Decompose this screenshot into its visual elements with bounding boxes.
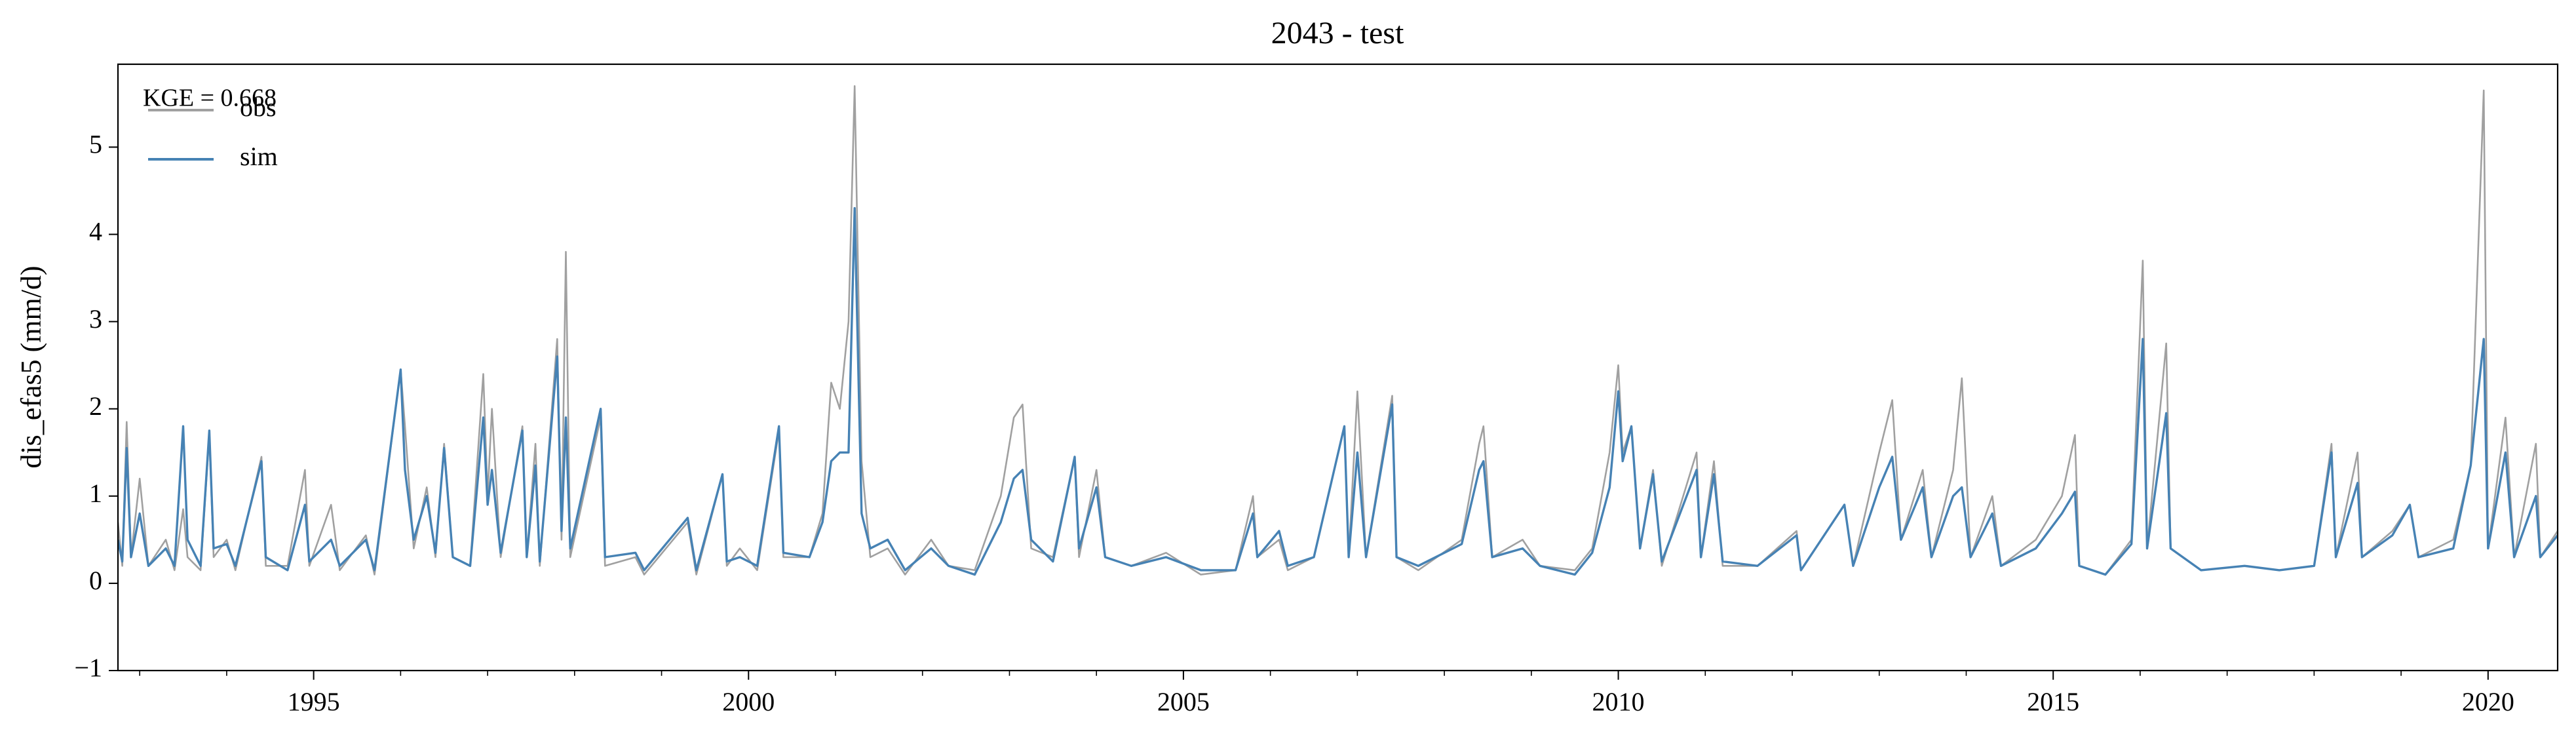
y-tick-label: −1 (74, 653, 102, 682)
plot-frame (117, 63, 2559, 672)
x-tick-label: 2015 (2027, 687, 2079, 716)
annotation: KGE = 0.668 (143, 85, 277, 112)
series-line (118, 85, 2558, 576)
y-tick-label: 2 (89, 391, 102, 421)
y-axis-label: dis_efas5 (mm/d) (15, 265, 47, 468)
chart-title: 2043 - test (1271, 16, 1404, 50)
x-tick-label: 2010 (1592, 687, 1645, 716)
legend-label: sim (240, 142, 278, 171)
x-tick-label: 2000 (722, 687, 775, 716)
y-tick-label: 5 (89, 130, 102, 159)
y-tick-label: 1 (89, 478, 102, 508)
y-tick-label: 4 (89, 217, 102, 246)
legend-label: obs (240, 92, 277, 122)
x-tick-label: 2020 (2462, 687, 2514, 716)
y-tick-label: 0 (89, 566, 102, 595)
series-line (118, 206, 2558, 576)
x-tick-label: 1995 (288, 687, 340, 716)
x-tick-label: 2005 (1157, 687, 1210, 716)
y-tick-label: 3 (89, 304, 102, 334)
